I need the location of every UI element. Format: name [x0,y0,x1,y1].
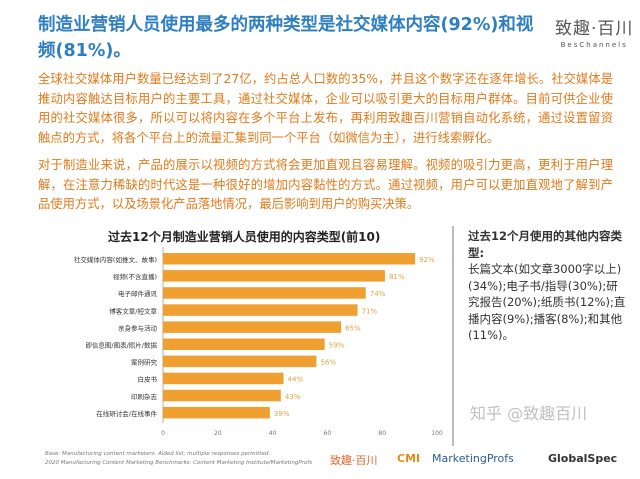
chart-title: 过去12个月制造业营销人员使用的内容类型(前10) [108,230,381,244]
category-label: 白皮书 [138,375,158,384]
data-label: 92% [419,256,435,264]
bar-chart: 社交媒体内容(如推文、故事) 92% 视频(不含直播) 81% 电子邮件通讯 74% 博客文… [74,247,443,437]
data-label: 43% [285,393,301,401]
bar [163,355,317,368]
data-label: 81% [389,273,405,281]
bar [163,321,342,333]
bar [163,253,416,265]
brand-logo: 致趣·百川 BesChannels [555,14,633,49]
category-label: 在线研讨会/在线事件 [96,409,157,418]
data-label: 74% [370,290,386,298]
bar [163,389,281,402]
source-note: Base: Manufacturing content marketers. A… [45,450,320,468]
x-tick-label: 80 [378,430,386,437]
bar [163,270,385,282]
watermark: 知乎 @致趣百川 [470,404,588,423]
bar [163,372,284,385]
body-text: 全球社交媒体用户数量已经达到了27亿，约占总人口数的35%，并且这个数字还在逐年… [38,70,613,215]
page-title: 制造业营销人员使用最多的两种类型是社交媒体内容(92%)和视频(81%)。 [38,15,534,61]
paragraph-social: 全球社交媒体用户数量已经达到了27亿，约占总人口数的35%，并且这个数字还在逐年… [38,72,613,145]
bar [163,287,366,299]
x-tick-label: 20 [214,430,222,437]
bar [163,338,325,350]
category-label: 亲身参与活动 [118,323,158,332]
logo-cn: 致趣·百川 [555,19,634,39]
bar [163,406,270,419]
footer-logo-beschannels: 致趣·百川 [330,454,378,467]
data-label: 39% [274,410,290,418]
source-line-1: Base: Manufacturing content marketers. A… [45,451,271,457]
footer-logo-cmi: CMI [397,452,421,465]
category-label: 案例研究 [131,358,158,367]
category-label: 社交媒体内容(如推文、故事) [74,255,157,264]
other-content-panel: 过去12个月使用的其他内容类型: 长篇文本(如文章3000字以上)(34%);电… [468,228,628,344]
data-label: 44% [288,376,304,384]
category-label: 视频(不含直播) [113,272,157,281]
x-tick-label: 100 [431,430,443,437]
footer-logo-globalspec: GlobalSpec [548,452,618,465]
side-text: 长篇文本(如文章3000字以上)(34%);电子书/指导(30%);研究报告(2… [468,262,626,342]
data-label: 71% [362,307,378,315]
data-label: 56% [320,359,336,367]
paragraph-video: 对于制造业来说，产品的展示以视频的方式将会更加直观且容易理解。视频的吸引力更高，… [38,158,613,211]
x-tick-label: 0 [161,430,165,437]
divider [452,226,454,446]
source-line-2: 2020 Manufacturing Content Marketing Ben… [45,460,313,466]
logo-en: BesChannels [560,41,628,49]
category-label: 即信息图/图表/照片/数据 [85,341,157,350]
category-label: 博客文章/短文章 [109,306,157,315]
x-tick-label: 40 [269,430,277,437]
x-tick-label: 60 [324,430,332,437]
side-title: 过去12个月使用的其他内容类型: [468,229,623,260]
category-label: 电子邮件通讯 [118,289,158,298]
bar [163,304,358,316]
data-label: 65% [345,324,361,332]
footer-logo-marketingprofs: MarketingProfs [432,452,514,465]
category-label: 印刷杂志 [131,392,158,401]
data-label: 59% [329,342,345,350]
